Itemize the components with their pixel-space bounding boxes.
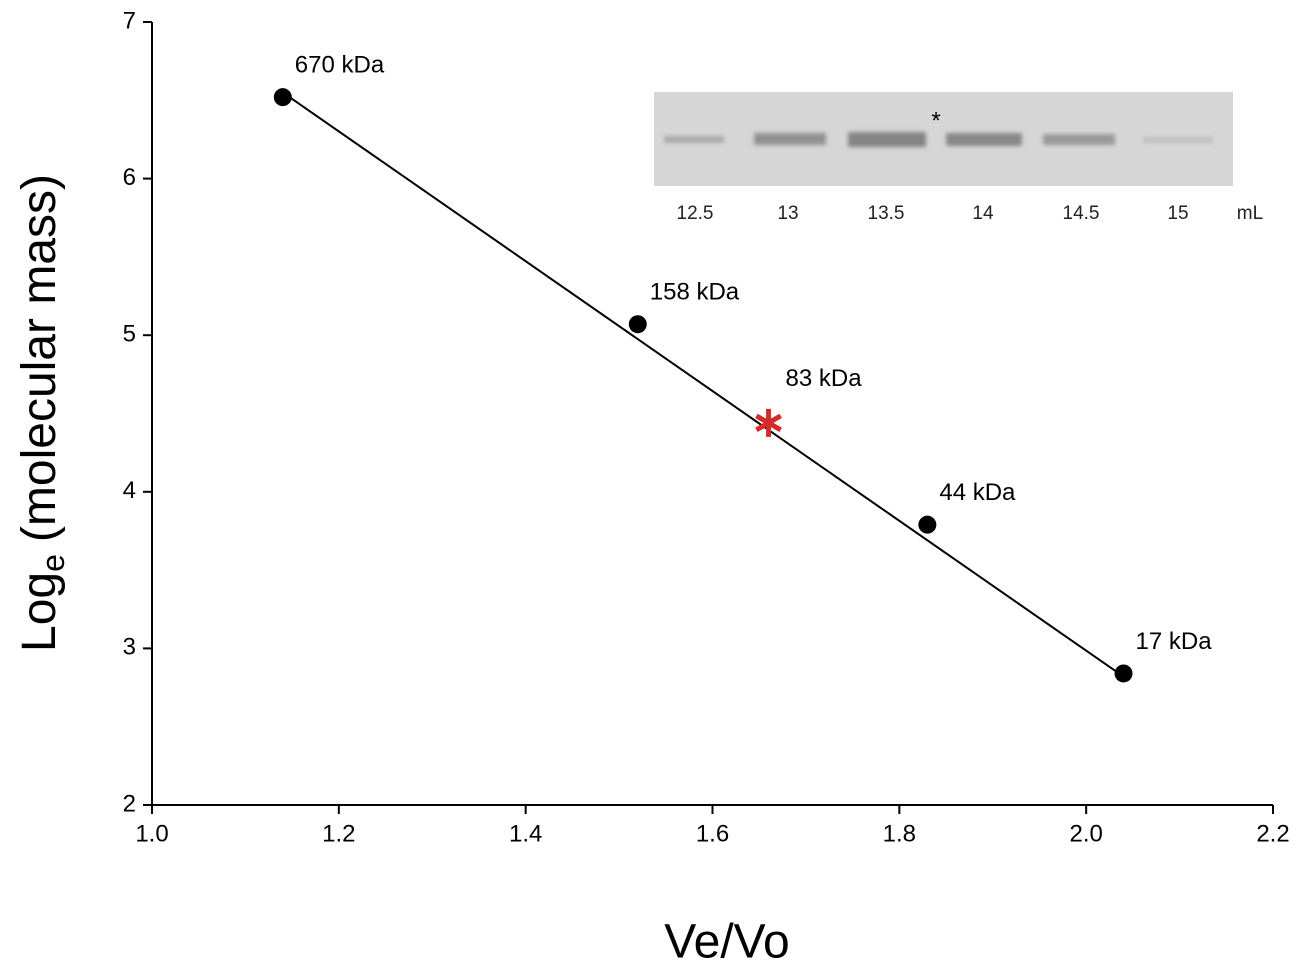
lane-label: 15	[1167, 203, 1188, 224]
y-axis-title-main: Log	[13, 572, 66, 652]
data-point	[1115, 664, 1133, 682]
x-tick-label: 1.8	[883, 820, 916, 847]
x-tick-label: 1.6	[696, 820, 729, 847]
data-label: 158 kDa	[650, 279, 740, 306]
data-point	[274, 88, 292, 106]
y-axis-title-subscript: e	[35, 554, 71, 572]
y-tick-label: 5	[123, 321, 136, 348]
y-axis-title-rest: (molecular mass)	[13, 174, 66, 542]
y-tick-label: 4	[123, 477, 136, 504]
data-label: 17 kDa	[1136, 628, 1213, 655]
y-tick-label: 6	[123, 164, 136, 191]
y-axis-title: Loge (molecular mass)	[13, 174, 72, 652]
gel-inset	[654, 92, 1233, 186]
lane-label: 13	[777, 203, 798, 224]
data-label: 670 kDa	[295, 52, 385, 79]
x-tick-label: 1.2	[322, 820, 355, 847]
data-label: 44 kDa	[939, 479, 1016, 506]
y-tick-label: 2	[123, 790, 136, 817]
x-tick-label: 1.0	[135, 820, 168, 847]
lane-label: 12.5	[677, 203, 714, 224]
lane-label: 13.5	[868, 203, 905, 224]
x-tick-label: 2.0	[1069, 820, 1102, 847]
y-tick-label: 3	[123, 634, 136, 661]
chart: Ve/Vo Loge (molecular mass) 2 3 4 5 6 7 1.0 1.2 1…	[0, 0, 1311, 973]
x-tick-label: 2.2	[1256, 820, 1289, 847]
gel-marker: *	[931, 107, 940, 134]
data-point	[629, 315, 647, 333]
lane-label: 14	[972, 203, 994, 224]
lane-label: 14.5	[1063, 203, 1100, 224]
data-point	[918, 516, 936, 534]
x-tick-label: 1.4	[509, 820, 542, 847]
x-axis-title: Ve/Vo	[664, 916, 789, 969]
highlight-label: 83 kDa	[786, 365, 863, 392]
y-tick-label: 7	[123, 7, 136, 34]
lane-unit: mL	[1237, 203, 1263, 224]
